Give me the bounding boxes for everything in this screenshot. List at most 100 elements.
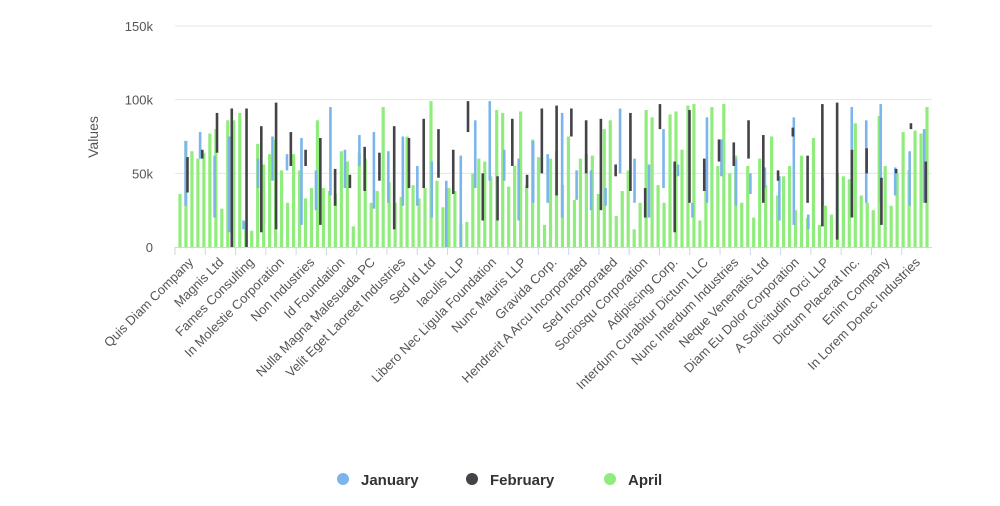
bar-april[interactable] [913,130,917,247]
bar-april[interactable] [363,158,367,247]
bar-april[interactable] [232,120,236,247]
bar-january[interactable] [372,132,376,209]
bar-january[interactable] [589,170,593,211]
bar-april[interactable] [680,149,684,247]
bar-january[interactable] [879,104,883,203]
bar-april[interactable] [895,173,899,247]
bar-april[interactable] [608,120,612,247]
bar-april[interactable] [758,158,762,247]
bar-april[interactable] [889,205,893,247]
bar-april[interactable] [309,188,314,247]
bar-april[interactable] [327,191,331,247]
bar-january[interactable] [575,170,578,200]
bar-january[interactable] [488,101,492,181]
bar-january[interactable] [444,180,448,247]
bar-february[interactable] [570,108,573,137]
bar-february[interactable] [407,137,411,189]
bar-april[interactable] [321,188,326,247]
bar-february[interactable] [717,139,721,162]
bar-february[interactable] [673,161,677,233]
bar-february[interactable] [821,104,824,227]
bar-april[interactable] [704,165,708,247]
bar-april[interactable] [465,221,469,247]
bar-february[interactable] [525,174,529,189]
bar-april[interactable] [626,170,630,247]
bar-april[interactable] [399,196,403,247]
bar-april[interactable] [220,208,224,247]
bar-april[interactable] [781,176,786,247]
bar-january[interactable] [763,167,767,189]
bar-april[interactable] [208,133,212,247]
bar-april[interactable] [375,191,379,247]
legend-item-april[interactable]: April [604,472,662,489]
bar-january[interactable] [430,161,434,218]
bar-february[interactable] [658,104,662,130]
bar-april[interactable] [453,191,457,247]
bar-january[interactable] [662,129,665,189]
bar-january[interactable] [778,176,781,221]
bar-april[interactable] [423,188,427,247]
bar-january[interactable] [184,140,187,206]
bar-april[interactable] [746,165,750,247]
bar-april[interactable] [297,170,302,247]
bar-april[interactable] [752,217,756,247]
bar-april[interactable] [566,136,571,248]
bar-april[interactable] [554,151,559,247]
bar-february[interactable] [643,188,647,218]
bar-february[interactable] [540,108,544,174]
bar-february[interactable] [894,168,898,174]
bar-april[interactable] [178,193,182,247]
bar-february[interactable] [392,126,396,230]
bar-february[interactable] [245,108,248,247]
bar-april[interactable] [722,104,726,247]
bar-january[interactable] [343,149,347,189]
bar-april[interactable] [811,137,816,247]
bar-april[interactable] [507,186,511,247]
bar-april[interactable] [519,111,523,247]
bar-february[interactable] [200,149,204,159]
bar-april[interactable] [841,176,845,247]
bar-april[interactable] [770,136,774,248]
bar-february[interactable] [451,149,455,194]
bar-april[interactable] [477,158,481,247]
bar-april[interactable] [793,210,798,247]
bar-april[interactable] [901,132,905,247]
bar-april[interactable] [202,152,206,247]
bar-april[interactable] [369,202,373,247]
bar-april[interactable] [405,136,409,248]
bar-april[interactable] [644,109,648,247]
bar-april[interactable] [656,185,660,247]
bar-january[interactable] [329,107,332,196]
bar-april[interactable] [650,117,654,247]
bar-april[interactable] [596,193,600,247]
bar-april[interactable] [262,164,266,247]
bar-february[interactable] [289,132,293,166]
bar-january[interactable] [242,220,245,230]
bar-april[interactable] [256,143,260,247]
bar-february[interactable] [880,177,883,225]
bar-january[interactable] [502,149,506,181]
bar-april[interactable] [620,191,624,247]
bar-april[interactable] [548,158,553,247]
bar-february[interactable] [584,120,588,174]
bar-february[interactable] [363,146,366,192]
bar-february[interactable] [481,173,485,221]
bar-april[interactable] [411,185,415,247]
bar-january[interactable] [314,170,318,211]
bar-april[interactable] [602,129,606,247]
bar-april[interactable] [345,161,349,247]
bar-april[interactable] [847,179,851,247]
bar-january[interactable] [792,117,796,225]
bar-january[interactable] [285,154,289,171]
bar-april[interactable] [787,165,792,247]
bar-april[interactable] [572,199,577,247]
bar-april[interactable] [357,152,361,247]
bar-april[interactable] [250,230,254,247]
bar-april[interactable] [799,155,804,247]
bar-april[interactable] [853,123,857,247]
bar-february[interactable] [304,149,307,166]
bar-january[interactable] [387,151,390,203]
bar-january[interactable] [807,214,810,230]
bar-april[interactable] [805,217,810,247]
bar-january[interactable] [473,120,477,189]
